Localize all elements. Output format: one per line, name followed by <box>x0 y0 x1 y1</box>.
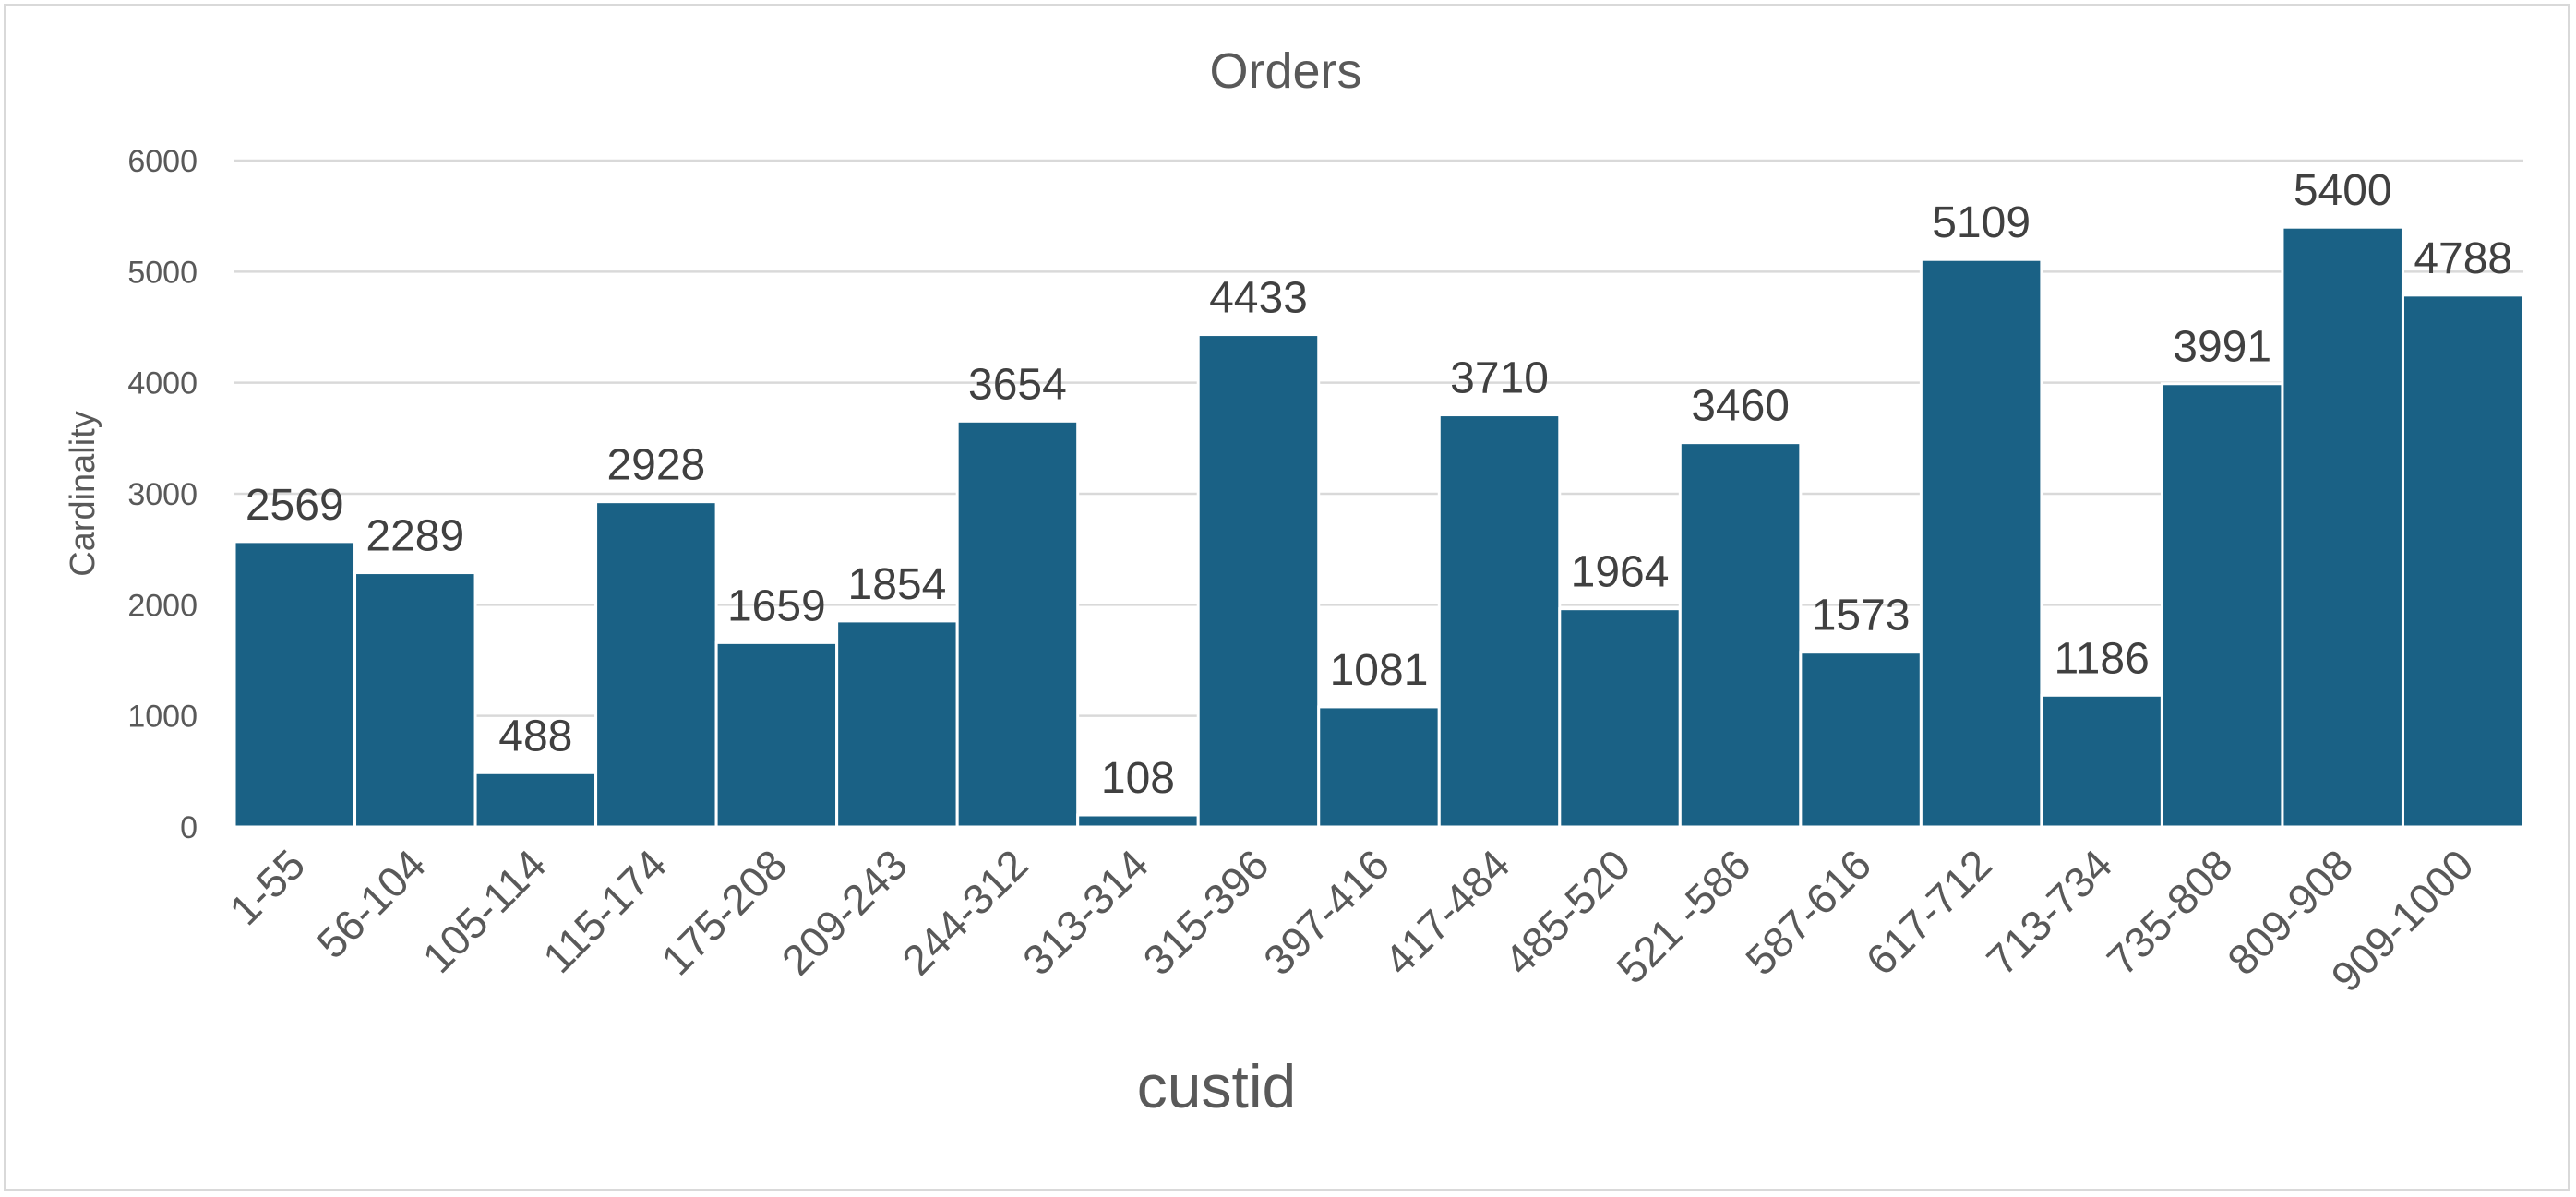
bar <box>233 540 357 829</box>
bar <box>2401 293 2525 829</box>
bar <box>1437 413 1562 829</box>
data-label: 1573 <box>1812 592 1911 640</box>
x-tick-label: 617-712 <box>1857 840 2001 984</box>
y-tick-label: 6000 <box>127 144 198 179</box>
bar <box>2160 382 2284 829</box>
x-tick-label: 1-55 <box>220 840 314 934</box>
x-tick-label: 115-174 <box>533 840 676 982</box>
bar <box>2040 693 2163 829</box>
data-label: 108 <box>1101 754 1175 803</box>
data-label: 3991 <box>2173 323 2271 372</box>
data-label: 1081 <box>1330 646 1429 695</box>
y-tick-label: 1000 <box>127 700 198 735</box>
y-tick-label: 4000 <box>127 366 198 401</box>
data-label: 5109 <box>1932 198 2031 247</box>
data-label: 4433 <box>1209 274 1308 323</box>
x-tick-label: 713-734 <box>1977 840 2121 984</box>
bar <box>1919 257 2043 829</box>
data-label: 4788 <box>2414 234 2512 283</box>
data-label: 488 <box>498 712 572 760</box>
x-tick-label: 587-616 <box>1736 840 1880 984</box>
data-label: 3654 <box>968 360 1067 409</box>
data-label: 3710 <box>1450 354 1549 403</box>
x-tick-label: 209-243 <box>773 840 917 984</box>
x-tick-label: 175-208 <box>652 840 796 984</box>
data-label: 2569 <box>246 481 344 530</box>
bar <box>353 571 477 829</box>
bar <box>955 419 1080 829</box>
bar <box>1799 651 1923 829</box>
bar <box>1558 607 1682 829</box>
y-tick-label: 0 <box>180 810 198 845</box>
bar <box>1317 705 1441 829</box>
chart-title: Orders <box>1209 43 1361 99</box>
x-tick-label: 244-312 <box>893 840 1036 984</box>
x-tick-label: 417-484 <box>1374 840 1518 984</box>
bar <box>714 640 839 829</box>
bar <box>2281 225 2404 829</box>
data-label: 2289 <box>365 512 464 561</box>
bar <box>1196 333 1321 829</box>
x-tick-label: 313-314 <box>1013 840 1157 984</box>
data-label: 1186 <box>2055 634 2150 683</box>
data-label: 1659 <box>727 581 826 630</box>
bar <box>1678 441 1803 829</box>
bar <box>473 771 598 829</box>
bar <box>1076 813 1200 829</box>
x-axis-label: custid <box>1137 1052 1296 1120</box>
x-tick-label: 315-396 <box>1133 840 1277 984</box>
x-tick-label: 735-808 <box>2098 840 2242 984</box>
data-label: 2928 <box>606 441 705 490</box>
data-label: 1964 <box>1571 548 1670 597</box>
x-tick-label: 105-114 <box>413 840 556 982</box>
bar <box>835 619 959 829</box>
y-tick-label: 5000 <box>127 255 198 290</box>
data-label: 3460 <box>1691 382 1790 431</box>
y-tick-label: 3000 <box>127 477 198 512</box>
bar <box>594 500 718 829</box>
x-tick-label: 397-416 <box>1254 840 1398 984</box>
x-tick-label: 521 -586 <box>1607 840 1759 992</box>
y-axis-label: Cardinality <box>64 411 102 577</box>
data-label: 1854 <box>848 560 947 609</box>
y-tick-label: 2000 <box>127 588 198 623</box>
data-label: 5400 <box>2294 166 2392 215</box>
